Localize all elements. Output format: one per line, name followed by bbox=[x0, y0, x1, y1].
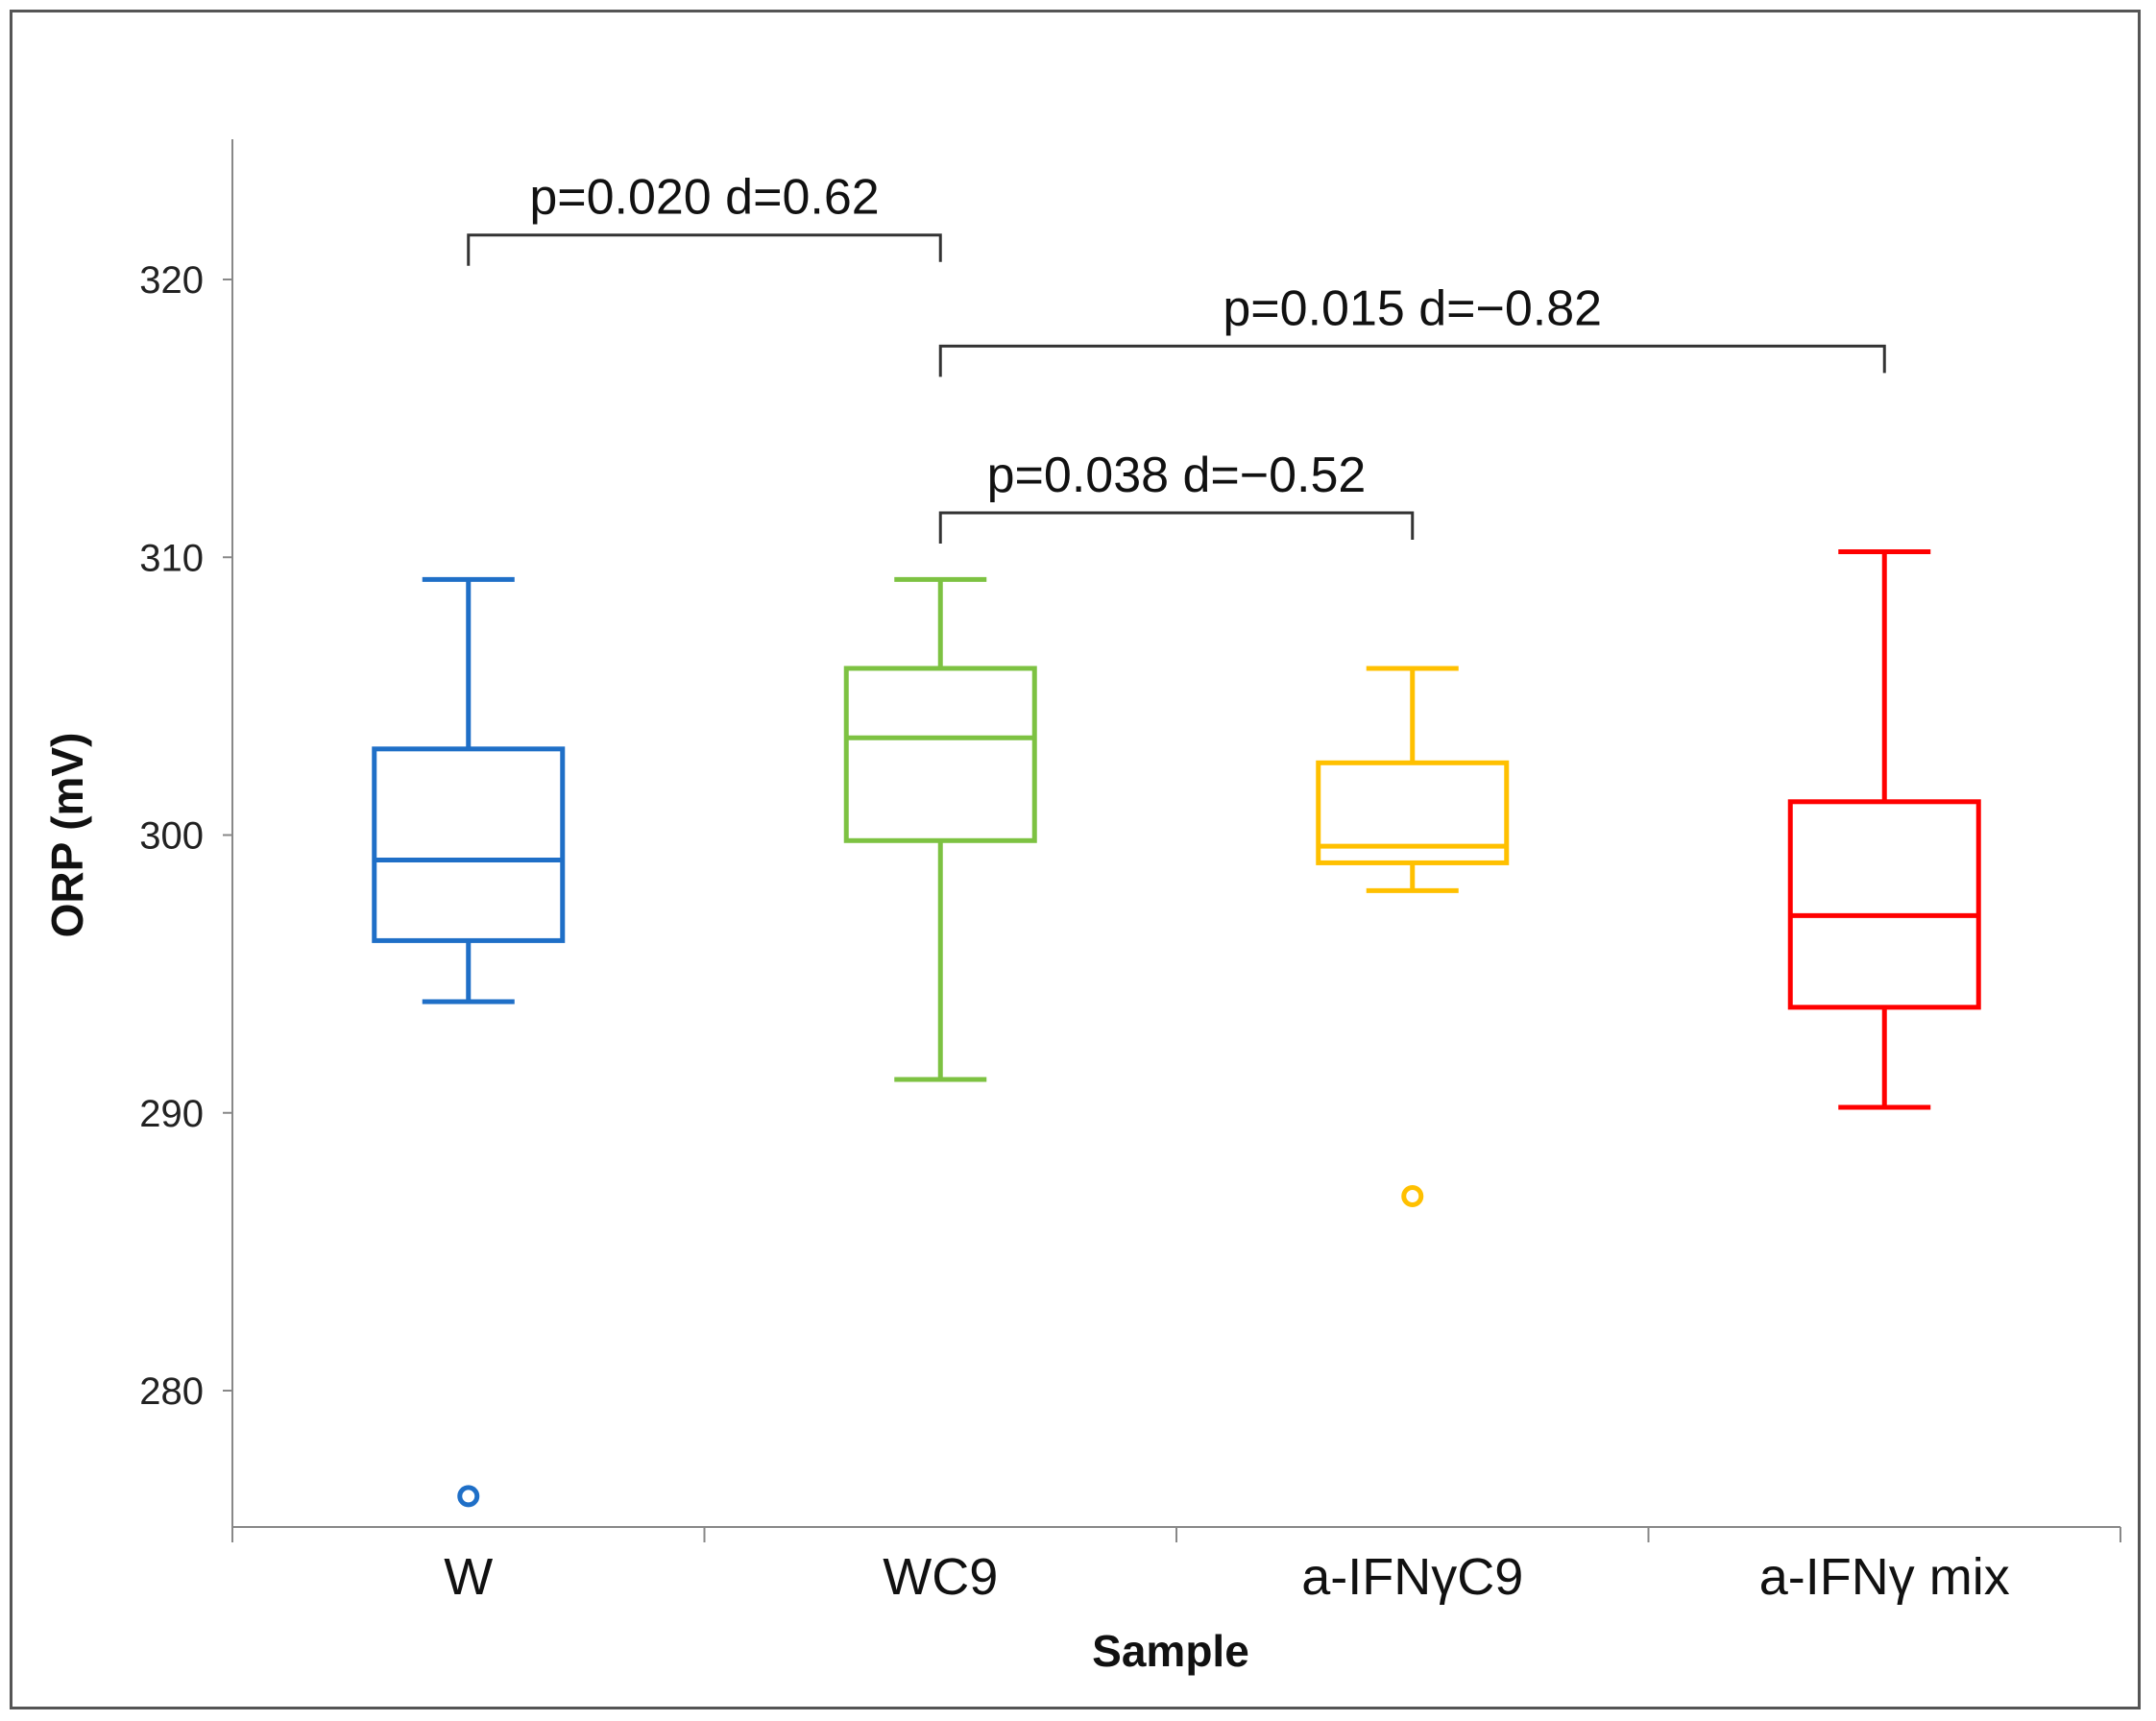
y-axis-title: ORP (mV) bbox=[42, 733, 92, 938]
box-a-IFNγ mix bbox=[1787, 548, 1981, 1110]
significance-bracket: p=0.015 d=−0.82 bbox=[938, 280, 1886, 377]
y-tick-label: 290 bbox=[139, 1093, 204, 1135]
x-category-label: a-IFNγC9 bbox=[1301, 1548, 1523, 1606]
box-iqr bbox=[843, 666, 1037, 843]
significance-label: p=0.020 d=0.62 bbox=[529, 170, 879, 226]
box-iqr bbox=[372, 746, 566, 943]
boxes bbox=[372, 548, 1981, 1508]
y-tick-label: 280 bbox=[139, 1370, 204, 1413]
x-axis-title: Sample bbox=[1092, 1626, 1249, 1676]
box-iqr bbox=[1787, 799, 1981, 1010]
significance-bracket: p=0.038 d=−0.52 bbox=[938, 448, 1415, 544]
x-category-label: W bbox=[444, 1548, 493, 1606]
y-tick-label: 300 bbox=[139, 815, 204, 858]
outlier-point bbox=[457, 1485, 480, 1508]
significance-label: p=0.015 d=−0.82 bbox=[1223, 280, 1602, 336]
significance-bracket: p=0.020 d=0.62 bbox=[467, 170, 942, 266]
box-WC9 bbox=[843, 576, 1037, 1082]
bracket-line bbox=[938, 511, 1415, 544]
outlier-point bbox=[1401, 1185, 1424, 1208]
y-tick-label: 320 bbox=[139, 259, 204, 302]
axes: 280 290 300 310 320 W WC9 a-IFNγC9 a-IFNγ mix bbox=[139, 139, 2121, 1606]
box-a-IFNγC9 bbox=[1316, 666, 1510, 1208]
figure-frame bbox=[10, 10, 2141, 1709]
bracket-line bbox=[467, 233, 942, 266]
bracket-line bbox=[938, 344, 1886, 377]
significance-label: p=0.038 d=−0.52 bbox=[987, 448, 1367, 503]
y-tick-label: 310 bbox=[139, 537, 204, 579]
box-iqr bbox=[1316, 760, 1510, 865]
significance-annotations: p=0.020 d=0.62 p=0.015 d=−0.82 p=0.038 d=−… bbox=[467, 170, 1886, 544]
x-category-label: WC9 bbox=[883, 1548, 998, 1606]
box-W bbox=[372, 576, 566, 1508]
x-category-label: a-IFNγ mix bbox=[1759, 1548, 2010, 1606]
